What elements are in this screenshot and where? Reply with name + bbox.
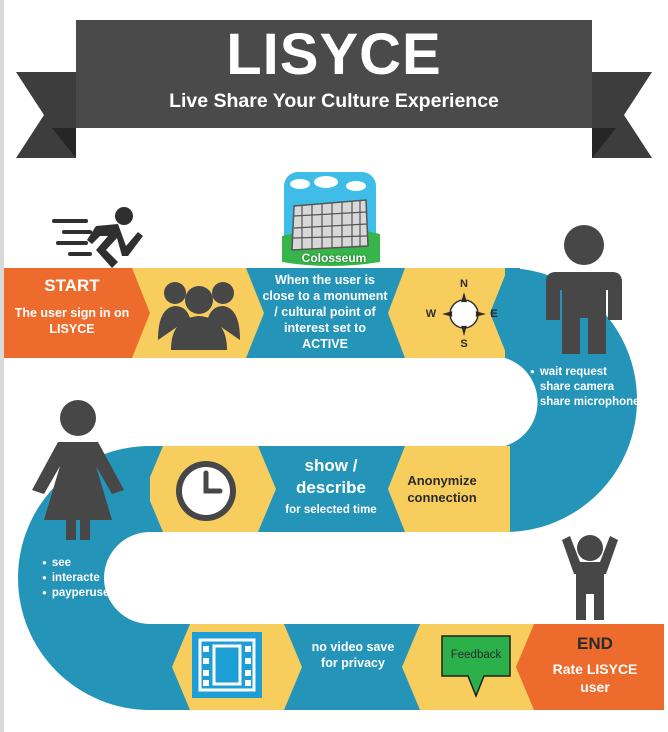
man-icon (546, 225, 622, 354)
active-text-line5: ACTIVE (302, 337, 348, 351)
end-text-line2: user (580, 679, 610, 695)
end-text-line1: Rate LISYCE (552, 661, 638, 677)
user-action-item: share camera (530, 380, 666, 395)
start-text-line2: LISYCE (49, 322, 95, 336)
left-border (0, 0, 4, 732)
active-text-line4: interest set to (284, 321, 366, 335)
viewer-action-item: see (42, 556, 152, 571)
compass-s: S (460, 338, 468, 350)
anonymize-text-line1: Anonymize (407, 473, 477, 488)
user-action-item: wait request (530, 365, 666, 380)
page-subtitle: Live Share Your Culture Experience (169, 90, 499, 112)
colosseum-icon (282, 172, 380, 266)
active-text-line1: When the user is (274, 273, 376, 287)
show-text-line1: show / (304, 456, 358, 475)
show-segment (258, 446, 405, 532)
feedback-label: Feedback (450, 649, 502, 661)
user-action-item: share microphone (530, 395, 666, 410)
show-text-line2: describe (296, 478, 366, 497)
runner-icon (52, 207, 143, 268)
woman-icon (32, 400, 124, 540)
anonymize-text-line2: connection (407, 490, 477, 505)
clock-icon (176, 461, 236, 521)
compass-w: W (425, 308, 437, 320)
start-heading: START (44, 276, 100, 295)
active-segment (246, 268, 405, 358)
start-text-line1: The user sign in on (14, 306, 130, 320)
no-video-segment (284, 624, 420, 710)
viewer-action-item: payperuse (42, 586, 152, 601)
active-text-line2: close to a monument (262, 289, 388, 303)
film-icon (192, 632, 262, 698)
no-video-text-line1: no video save (311, 640, 395, 654)
cheering-man-icon (562, 535, 618, 620)
start-segment (4, 268, 150, 358)
compass-e: E (490, 308, 498, 320)
compass-icon (442, 292, 486, 336)
title-banner (16, 20, 652, 158)
active-text-line3: / cultural point of (274, 305, 376, 319)
colosseum-label: Colosseum (301, 251, 367, 265)
end-heading: END (577, 634, 613, 653)
user-action-list: wait request share camera share micropho… (530, 365, 666, 410)
viewer-action-item: interacte (42, 571, 152, 586)
show-text-line3: for selected time (285, 504, 377, 516)
viewer-action-list: see interacte payperuse (42, 556, 152, 601)
feedback-bubble-icon (441, 635, 511, 699)
page-title: LISYCE (226, 22, 442, 87)
group-icon (158, 282, 240, 350)
end-segment (516, 624, 664, 710)
no-video-text-line2: for privacy (321, 656, 385, 670)
compass-n: N (460, 278, 468, 290)
